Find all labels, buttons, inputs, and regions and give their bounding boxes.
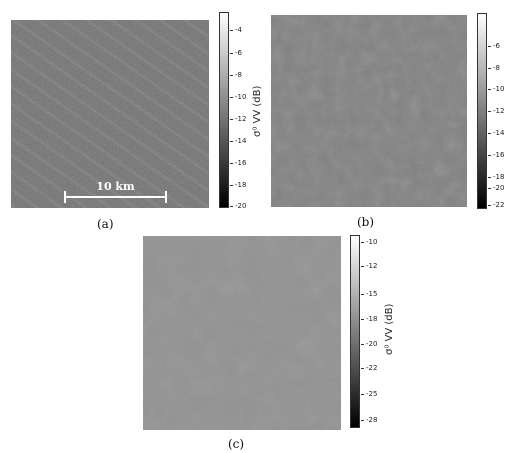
tick-a-8: -20 bbox=[229, 202, 247, 210]
tick-b-2: -10 bbox=[487, 85, 505, 93]
caption-b: (b) bbox=[357, 215, 375, 229]
tick-b-3: -12 bbox=[487, 107, 505, 115]
caption-c: (c) bbox=[228, 437, 245, 451]
tick-c-0: -10 bbox=[360, 238, 378, 246]
tick-a-4: -12 bbox=[229, 115, 247, 123]
tick-a-6: -16 bbox=[229, 159, 247, 167]
tick-a-0: -4 bbox=[230, 26, 242, 34]
tick-c-2: -15 bbox=[360, 290, 378, 298]
tick-a-7: -18 bbox=[229, 181, 247, 189]
tick-c-3: -18 bbox=[360, 315, 378, 323]
tick-a-1: -6 bbox=[230, 49, 242, 57]
tick-c-5: -22 bbox=[360, 364, 378, 372]
tick-b-5: -16 bbox=[487, 151, 505, 159]
tick-c-4: -20 bbox=[360, 340, 378, 348]
tick-c-7: -28 bbox=[360, 416, 378, 424]
scale-bar-label: 10 km bbox=[96, 180, 135, 193]
colorbar-label-a: σ⁰ VV (dB) bbox=[252, 85, 263, 137]
tick-b-1: -8 bbox=[488, 64, 500, 72]
sar-image-a: 10 km bbox=[11, 20, 209, 208]
tick-b-6: -18 bbox=[487, 173, 505, 181]
tick-b-4: -14 bbox=[487, 129, 505, 137]
tick-b-0: -6 bbox=[488, 42, 500, 50]
tick-a-3: -10 bbox=[229, 93, 247, 101]
scale-bar: 10 km bbox=[64, 180, 167, 206]
sar-texture-a bbox=[11, 20, 209, 208]
caption-a: (a) bbox=[97, 217, 114, 231]
colorbar-a bbox=[219, 12, 229, 208]
sar-texture-c bbox=[143, 236, 341, 430]
tick-b-8: -22 bbox=[487, 201, 505, 209]
colorbar-label-c: σ⁰ VV (dB) bbox=[384, 303, 395, 355]
tick-c-1: -12 bbox=[360, 262, 378, 270]
tick-a-2: -8 bbox=[230, 71, 242, 79]
sar-image-c bbox=[143, 236, 341, 430]
colorbar-b bbox=[477, 13, 487, 209]
colorbar-c bbox=[350, 235, 360, 428]
sar-image-b bbox=[271, 15, 467, 207]
tick-c-6: -25 bbox=[360, 390, 378, 398]
tick-a-5: -14 bbox=[229, 137, 247, 145]
tick-b-7: -20 bbox=[487, 184, 505, 192]
sar-texture-b bbox=[271, 15, 467, 207]
